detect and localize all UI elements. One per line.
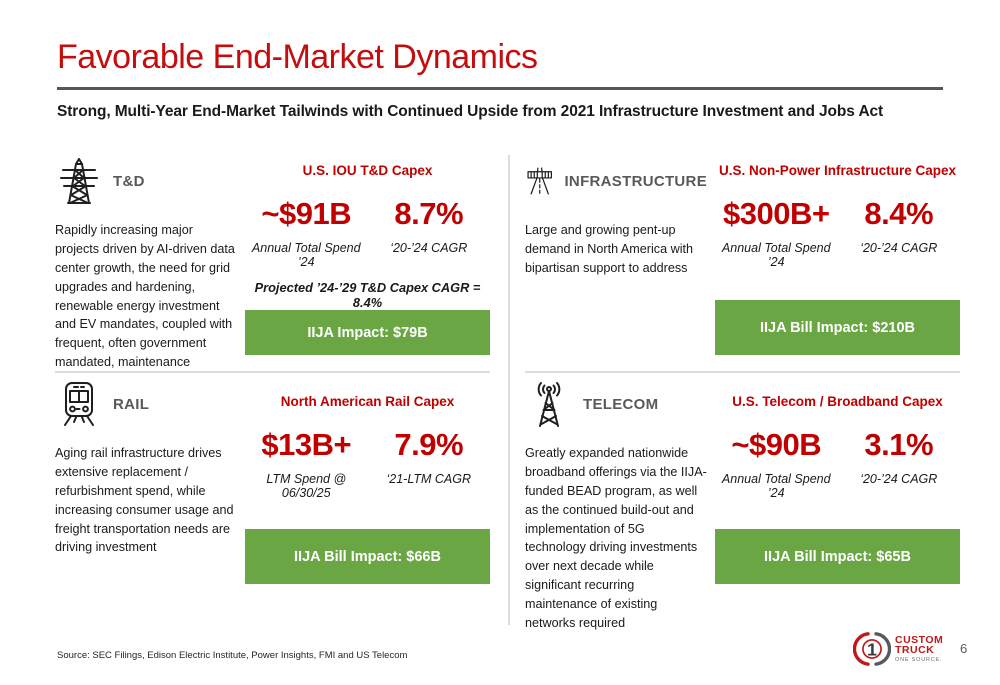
stats-row: ~$90B Annual Total Spend ’24 3.1% ‘20-’2…	[715, 427, 960, 500]
page-title: Favorable End-Market Dynamics	[57, 38, 538, 76]
segment-header-telecom: TELECOM	[525, 378, 707, 430]
stat-value: 3.1%	[864, 427, 934, 462]
iija-impact-banner: IIJA Bill Impact: $210B	[715, 300, 960, 355]
stat-value: ~$90B	[731, 427, 822, 462]
antenna-tower-icon	[525, 378, 573, 430]
stat-cagr: 7.9% ‘21-LTM CAGR	[368, 427, 491, 500]
stat-value: ~$91B	[261, 196, 352, 231]
stat-label: Annual Total Spend ’24	[721, 241, 831, 269]
stats-row: $300B+ Annual Total Spend ’24 8.4% ‘20-’…	[715, 196, 960, 269]
segment-header-rail: RAIL	[55, 378, 237, 430]
logo-one-mark: 1	[853, 632, 891, 666]
stat-cagr: 3.1% ‘20-’24 CAGR	[838, 427, 961, 500]
stat-value: 8.7%	[394, 196, 464, 231]
segment-label: T&D	[113, 172, 145, 190]
capex-title: U.S. IOU T&D Capex	[302, 163, 433, 178]
header: Favorable End-Market Dynamics Strong, Mu…	[57, 38, 943, 121]
stat-label: Annual Total Spend ’24	[721, 472, 831, 500]
stat-label: ‘21-LTM CAGR	[386, 472, 471, 486]
stat-label: ‘20-’24 CAGR	[860, 472, 938, 486]
iija-impact-banner: IIJA Bill Impact: $66B	[245, 529, 490, 584]
train-icon	[55, 378, 103, 430]
stat-label: LTM Spend @ 06/30/25	[266, 472, 347, 500]
capex-title: U.S. Non-Power Infrastructure Capex	[718, 163, 957, 178]
horizontal-divider-left	[55, 371, 490, 373]
stats-row: ~$91B Annual Total Spend ’24 8.7% ‘20-’2…	[245, 196, 490, 269]
page-subtitle: Strong, Multi-Year End-Market Tailwinds …	[57, 103, 884, 120]
stat-cagr: 8.4% ‘20-’24 CAGR	[838, 196, 961, 269]
logo-word-custom: CUSTOM	[895, 633, 944, 646]
segment-label: RAIL	[113, 395, 150, 413]
stat-spend: ~$91B Annual Total Spend ’24	[245, 196, 368, 269]
segment-description: Large and growing pent-up demand in Nort…	[525, 223, 693, 275]
transmission-tower-icon	[55, 155, 103, 207]
stat-spend: ~$90B Annual Total Spend ’24	[715, 427, 838, 500]
iija-impact-banner: IIJA Bill Impact: $65B	[715, 529, 960, 584]
logo-word-one-source: ONE SOURCE.	[895, 656, 943, 663]
capex-title: North American Rail Capex	[280, 394, 455, 409]
source-note: Source: SEC Filings, Edison Electric Ins…	[57, 650, 408, 661]
stat-label: ‘20-’24 CAGR	[860, 241, 938, 255]
segment-header-td: T&D	[55, 155, 237, 207]
quadrant-td: T&D Rapidly increasing major projects dr…	[55, 155, 490, 372]
stat-cagr: 8.7% ‘20-’24 CAGR	[368, 196, 491, 269]
stat-label: Annual Total Spend ’24	[251, 241, 361, 269]
segment-description: Greatly expanded nationwide broadband of…	[525, 446, 707, 631]
quadrant-rail: RAIL Aging rail infrastructure drives ex…	[55, 378, 490, 584]
vertical-divider	[508, 155, 510, 625]
title-divider	[57, 87, 943, 90]
stat-spend: $300B+ Annual Total Spend ’24	[715, 196, 838, 269]
stat-value: 7.9%	[394, 427, 464, 462]
segment-description: Aging rail infrastructure drives extensi…	[55, 446, 234, 555]
stat-value: 8.4%	[864, 196, 934, 231]
custom-truck-logo: 1 CUSTOM TRUCK ONE SOURCE.	[853, 630, 943, 668]
projected-cagr-note: Projected ’24-’29 T&D Capex CAGR = 8.4%	[254, 280, 481, 310]
stat-label: ‘20-’24 CAGR	[390, 241, 468, 255]
stats-row: $13B+ LTM Spend @ 06/30/25 7.9% ‘21-LTM …	[245, 427, 490, 500]
iija-impact-banner: IIJA Impact: $79B	[245, 310, 490, 355]
segment-header-infrastructure: INFRASTRUCTURE	[525, 155, 707, 207]
page-number: 6	[960, 641, 968, 656]
stat-spend: $13B+ LTM Spend @ 06/30/25	[245, 427, 368, 500]
quadrant-infrastructure: INFRASTRUCTURE Large and growing pent-up…	[525, 155, 960, 355]
segment-label: TELECOM	[583, 395, 659, 413]
highway-icon	[525, 155, 554, 207]
quadrant-telecom: TELECOM Greatly expanded nationwide broa…	[525, 378, 960, 633]
logo-wordmark: CUSTOM TRUCK ONE SOURCE.	[895, 635, 943, 664]
stat-value: $300B+	[723, 196, 830, 231]
capex-title: U.S. Telecom / Broadband Capex	[732, 394, 943, 409]
logo-word-truck: TRUCK	[895, 644, 935, 657]
segment-description: Rapidly increasing major projects driven…	[55, 223, 235, 370]
stat-value: $13B+	[261, 427, 352, 462]
svg-text:1: 1	[867, 639, 877, 659]
horizontal-divider-right	[525, 371, 960, 373]
segment-label: INFRASTRUCTURE	[564, 172, 707, 190]
